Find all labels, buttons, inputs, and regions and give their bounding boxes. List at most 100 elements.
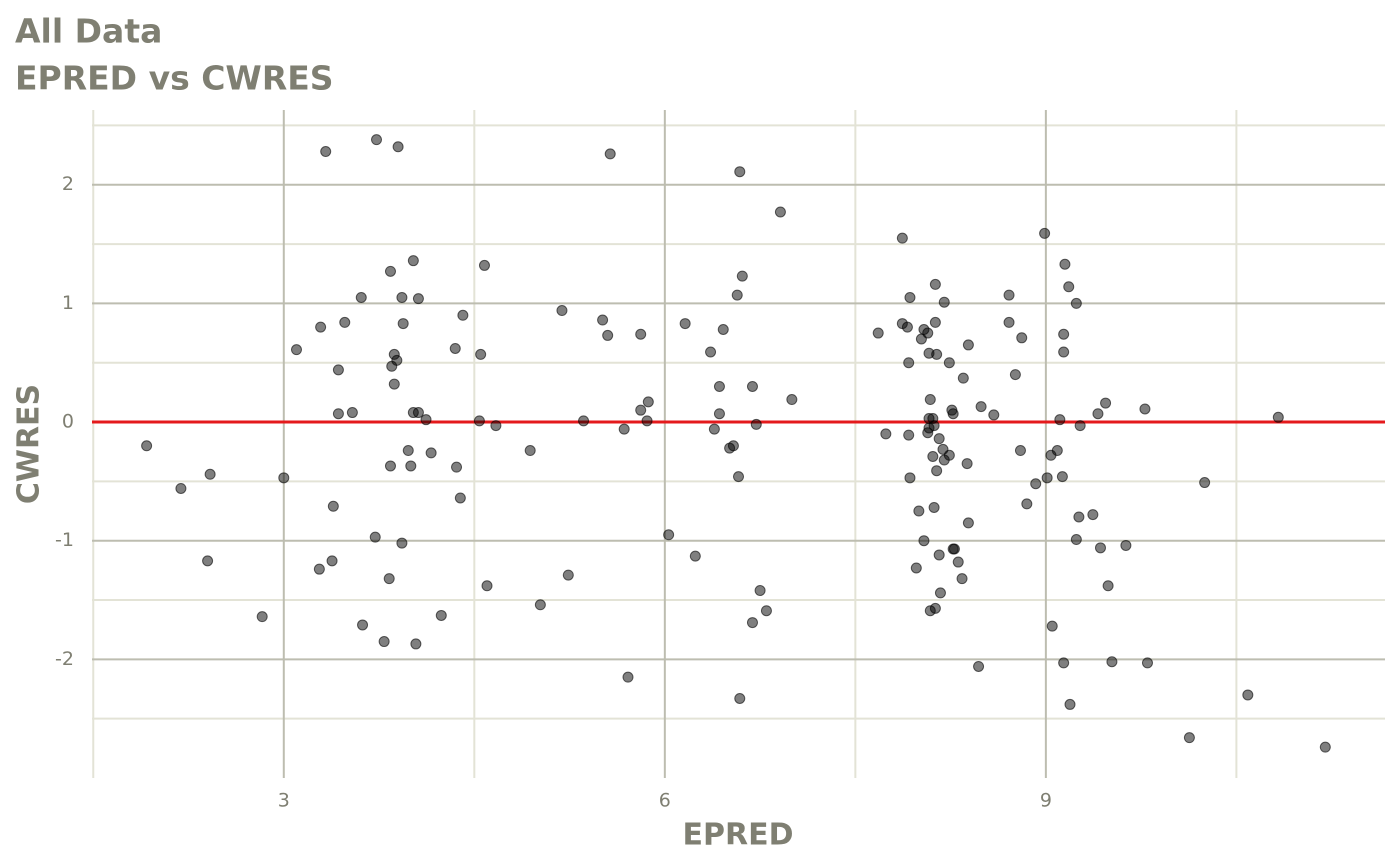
point: [384, 460, 396, 472]
point: [733, 471, 744, 483]
point: [202, 555, 214, 567]
point: [412, 293, 424, 305]
point: [457, 309, 469, 321]
point: [1054, 414, 1066, 426]
point: [975, 401, 987, 413]
point: [910, 562, 922, 574]
point: [913, 505, 925, 517]
point: [1272, 411, 1284, 423]
point: [746, 380, 758, 392]
point: [1058, 346, 1070, 358]
point: [717, 324, 729, 336]
point: [943, 449, 955, 461]
point: [396, 537, 408, 549]
point: [774, 206, 786, 218]
point: [1003, 289, 1015, 301]
point: [1046, 620, 1058, 632]
point: [141, 440, 153, 452]
point: [1063, 281, 1075, 293]
y-tick-label: -1: [55, 529, 74, 551]
point: [904, 291, 916, 303]
point: [315, 321, 327, 333]
point: [947, 408, 959, 420]
point: [410, 638, 422, 650]
point: [731, 289, 743, 301]
point: [961, 458, 973, 470]
point: [378, 636, 390, 648]
point: [713, 380, 725, 392]
point: [556, 305, 568, 317]
point: [339, 316, 351, 328]
y-tick-label: 2: [62, 173, 74, 195]
point: [602, 329, 614, 341]
point: [396, 291, 408, 303]
point: [1139, 403, 1151, 415]
point: [924, 394, 936, 406]
point: [734, 693, 746, 705]
point: [1030, 478, 1042, 490]
point: [1051, 445, 1063, 457]
point: [679, 318, 691, 330]
point: [746, 617, 758, 629]
point: [1094, 542, 1106, 554]
point: [705, 346, 717, 358]
point: [175, 482, 187, 494]
point: [369, 531, 381, 543]
point: [1041, 472, 1053, 484]
point: [405, 460, 417, 472]
point: [320, 146, 332, 158]
point: [435, 609, 447, 621]
point: [278, 472, 290, 484]
point: [524, 445, 536, 457]
point: [1319, 741, 1331, 753]
point: [597, 314, 609, 326]
point: [392, 141, 404, 153]
point: [402, 445, 414, 457]
point: [962, 517, 974, 529]
point: [956, 573, 968, 585]
point: [933, 433, 945, 445]
point: [642, 396, 654, 408]
point: [1141, 657, 1153, 669]
y-tick-label: 1: [62, 292, 74, 314]
point: [407, 255, 419, 267]
point: [903, 429, 915, 441]
point: [988, 409, 1000, 421]
point: [326, 555, 338, 567]
point: [880, 428, 892, 440]
chart-subtitle: EPRED vs CWRES: [15, 59, 334, 98]
point: [934, 587, 946, 599]
point: [713, 408, 725, 420]
point: [1106, 656, 1118, 668]
point: [313, 563, 325, 575]
point: [962, 339, 974, 351]
point: [901, 321, 913, 333]
point: [734, 166, 746, 178]
point: [388, 378, 400, 390]
point: [750, 418, 762, 430]
point: [952, 556, 964, 568]
point: [957, 372, 969, 384]
point: [332, 408, 344, 420]
point: [290, 344, 302, 356]
point: [1070, 297, 1082, 309]
point: [663, 529, 675, 541]
x-axis-title: EPRED: [683, 818, 794, 853]
point: [931, 465, 943, 477]
point: [786, 394, 798, 406]
point: [1058, 328, 1070, 340]
point: [454, 492, 466, 504]
point: [346, 407, 358, 419]
point: [928, 501, 940, 513]
point: [1058, 657, 1070, 669]
point: [1183, 732, 1195, 744]
point: [943, 357, 955, 369]
point: [641, 415, 653, 427]
point: [562, 569, 574, 581]
point: [1120, 539, 1132, 551]
point: [534, 599, 546, 611]
point: [929, 316, 941, 328]
point: [929, 602, 941, 614]
point: [383, 573, 395, 585]
point: [451, 461, 463, 473]
